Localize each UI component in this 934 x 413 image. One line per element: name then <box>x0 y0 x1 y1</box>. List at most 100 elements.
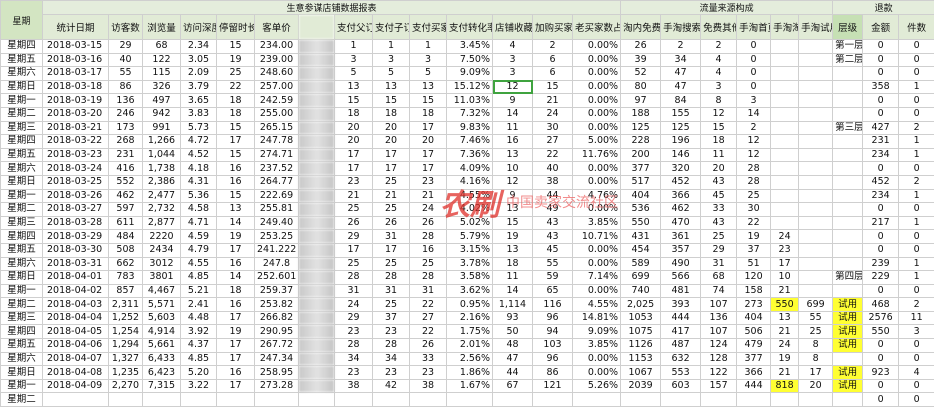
redacted-cell <box>298 283 335 299</box>
cell: 2.16% <box>446 310 493 326</box>
cell: 3.22 <box>180 378 217 394</box>
cell: 17 <box>334 242 373 258</box>
cell: 16 <box>409 242 447 258</box>
cell: 74 <box>700 283 738 299</box>
cell: 4.02% <box>446 202 493 217</box>
cell: 33 <box>409 351 447 367</box>
cell: 16 <box>216 297 255 312</box>
cell: 25 <box>216 66 255 81</box>
cell: 17 <box>409 161 447 176</box>
cell: 23 <box>334 174 373 190</box>
cell: 第二层 <box>832 52 864 68</box>
cell: 93 <box>492 310 533 326</box>
cell: 12 <box>736 134 772 149</box>
cell: 0.00% <box>571 174 622 190</box>
cell <box>770 202 800 217</box>
cell: 18 <box>216 283 255 299</box>
table-row: 星期四 2018-03-22 268 1,266 4.72 17 247.78 20 20 20 7… <box>0 134 934 149</box>
cell <box>832 93 864 108</box>
cell <box>832 174 864 190</box>
cell: 0 <box>736 52 772 68</box>
cell: 47 <box>492 351 533 367</box>
cell: 0.00% <box>571 256 622 272</box>
cell: 632 <box>660 351 702 367</box>
cell: 0 <box>898 283 934 299</box>
cell: 14.81% <box>571 310 622 326</box>
redacted-cell <box>298 134 335 149</box>
table-row: 星期五 2018-03-16 40 122 3.05 19 239.00 3 3 3 7.50% 3 6… <box>0 52 934 68</box>
cell: 4.76% <box>571 188 622 204</box>
cell: 97 <box>620 93 662 108</box>
cell: 40 <box>108 52 143 68</box>
cell: 3.65 <box>180 93 217 108</box>
cell: 2018-03-18 <box>42 79 109 95</box>
cell: 128 <box>700 351 738 367</box>
cell: 10 <box>770 270 800 285</box>
cell: 7.50% <box>446 52 493 68</box>
cell: 173 <box>108 120 143 136</box>
cell: 7.32% <box>446 106 493 122</box>
cell: 34 <box>334 351 373 367</box>
column-header: 金额 <box>862 14 900 40</box>
cell: 15.12% <box>446 79 493 95</box>
cell: 377 <box>620 161 662 176</box>
cell: 15 <box>372 93 410 108</box>
cell: 2576 <box>862 310 900 326</box>
cell <box>798 134 834 149</box>
cell: 9.09% <box>571 324 622 340</box>
redacted-cell <box>298 120 335 136</box>
cell: 23 <box>409 365 447 380</box>
cell: 16 <box>216 161 255 176</box>
refund-title: 退款 <box>832 0 934 15</box>
cell: 4 <box>898 365 934 380</box>
cell: 2,311 <box>108 297 143 312</box>
table-row: 星期一 2018-03-19 136 497 3.65 18 242.59 15 15 15 11.… <box>0 93 934 108</box>
cell: 3.05 <box>180 52 217 68</box>
cell: 星期四 <box>0 324 43 340</box>
cell <box>832 79 864 95</box>
cell: 94 <box>532 324 573 340</box>
cell <box>770 52 800 68</box>
cell: 0 <box>736 79 772 95</box>
cell <box>832 392 864 408</box>
cell: 120 <box>736 270 772 285</box>
cell <box>142 392 181 408</box>
cell: 星期五 <box>0 52 43 68</box>
cell: 0.00% <box>571 66 622 81</box>
cell: 第三层 <box>832 120 864 136</box>
cell: 星期一 <box>0 188 43 204</box>
cell: 2 <box>736 120 772 136</box>
cell: 3.85% <box>571 338 622 353</box>
redacted-cell <box>298 202 335 217</box>
redacted-cell <box>298 324 335 340</box>
cell <box>832 188 864 204</box>
cell: 9 <box>492 188 533 204</box>
cell <box>571 392 622 408</box>
cell: 29 <box>334 310 373 326</box>
cell <box>798 392 834 408</box>
cell: 253.25 <box>254 229 299 244</box>
cell: 2018-03-23 <box>42 147 109 163</box>
cell: 31 <box>372 283 410 299</box>
cell: 462 <box>108 188 143 204</box>
cell: 17 <box>216 378 255 394</box>
cell: 124 <box>700 338 738 353</box>
cell: 80 <box>620 79 662 95</box>
cell: 237.52 <box>254 161 299 176</box>
cell: 125 <box>660 120 702 136</box>
cell: 16 <box>216 174 255 190</box>
cell <box>798 283 834 299</box>
cell: 28 <box>334 270 373 285</box>
cell: 1.86% <box>446 365 493 380</box>
cell: 20 <box>409 134 447 149</box>
cell: 25 <box>700 229 738 244</box>
cell: 9.83% <box>446 120 493 136</box>
cell: 17 <box>216 338 255 353</box>
cell: 星期二 <box>0 106 43 122</box>
cell: 22 <box>409 297 447 312</box>
cell: 0.00% <box>571 79 622 95</box>
cell: 3.85% <box>571 215 622 231</box>
cell: 0 <box>898 351 934 367</box>
cell: 11.03% <box>446 93 493 108</box>
